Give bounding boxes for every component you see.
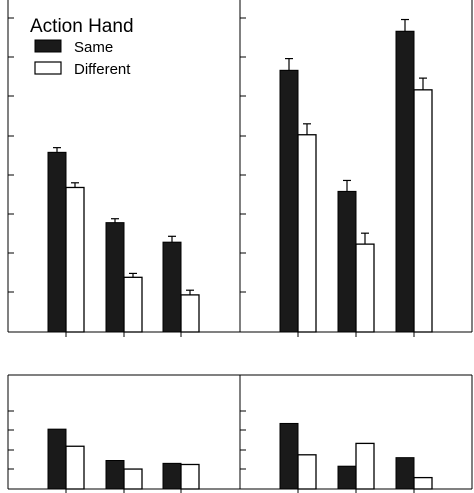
bottom-right-bar-different-0: [297, 454, 317, 490]
bottom-right-bar-same-0: [279, 422, 299, 490]
top-left-bar-same-1: [105, 222, 125, 333]
bottom-left-bar-same-1: [105, 460, 125, 490]
top-left-bar-different-1: [123, 276, 143, 333]
bottom-right-bar-same-2: [395, 457, 415, 490]
bottom-left-bar-different-2: [180, 463, 200, 490]
top-right-bar-different-0: [297, 134, 317, 333]
top-left-bar-different-0: [65, 186, 85, 333]
top-right-bar-different-2: [413, 89, 433, 333]
bottom-right-bar-same-1: [337, 465, 357, 490]
bottom-left-bar-different-0: [65, 445, 85, 490]
top-right-bar-same-0: [279, 69, 299, 333]
bottom-left-bar-different-1: [123, 468, 143, 490]
bottom-left-bar-same-0: [47, 428, 67, 490]
top-right-bar-same-1: [337, 190, 357, 333]
top-right-bar-same-2: [395, 30, 415, 333]
legend-swatch-same: [34, 39, 62, 53]
bottom-right-bar-different-2: [413, 476, 433, 490]
bottom-left-bar-same-2: [162, 462, 182, 490]
legend-swatch-different: [34, 61, 62, 75]
legend: Action Hand Same Different: [30, 16, 134, 78]
top-left-bar-different-2: [180, 294, 200, 333]
bottom-right-bar-different-1: [355, 442, 375, 490]
top-left-bar-same-2: [162, 241, 182, 333]
top-left-bar-same-0: [47, 151, 67, 333]
legend-label-different: Different: [74, 61, 131, 78]
top-right-bar-different-1: [355, 243, 375, 333]
legend-title: Action Hand: [30, 16, 134, 37]
legend-label-same: Same: [74, 39, 113, 56]
